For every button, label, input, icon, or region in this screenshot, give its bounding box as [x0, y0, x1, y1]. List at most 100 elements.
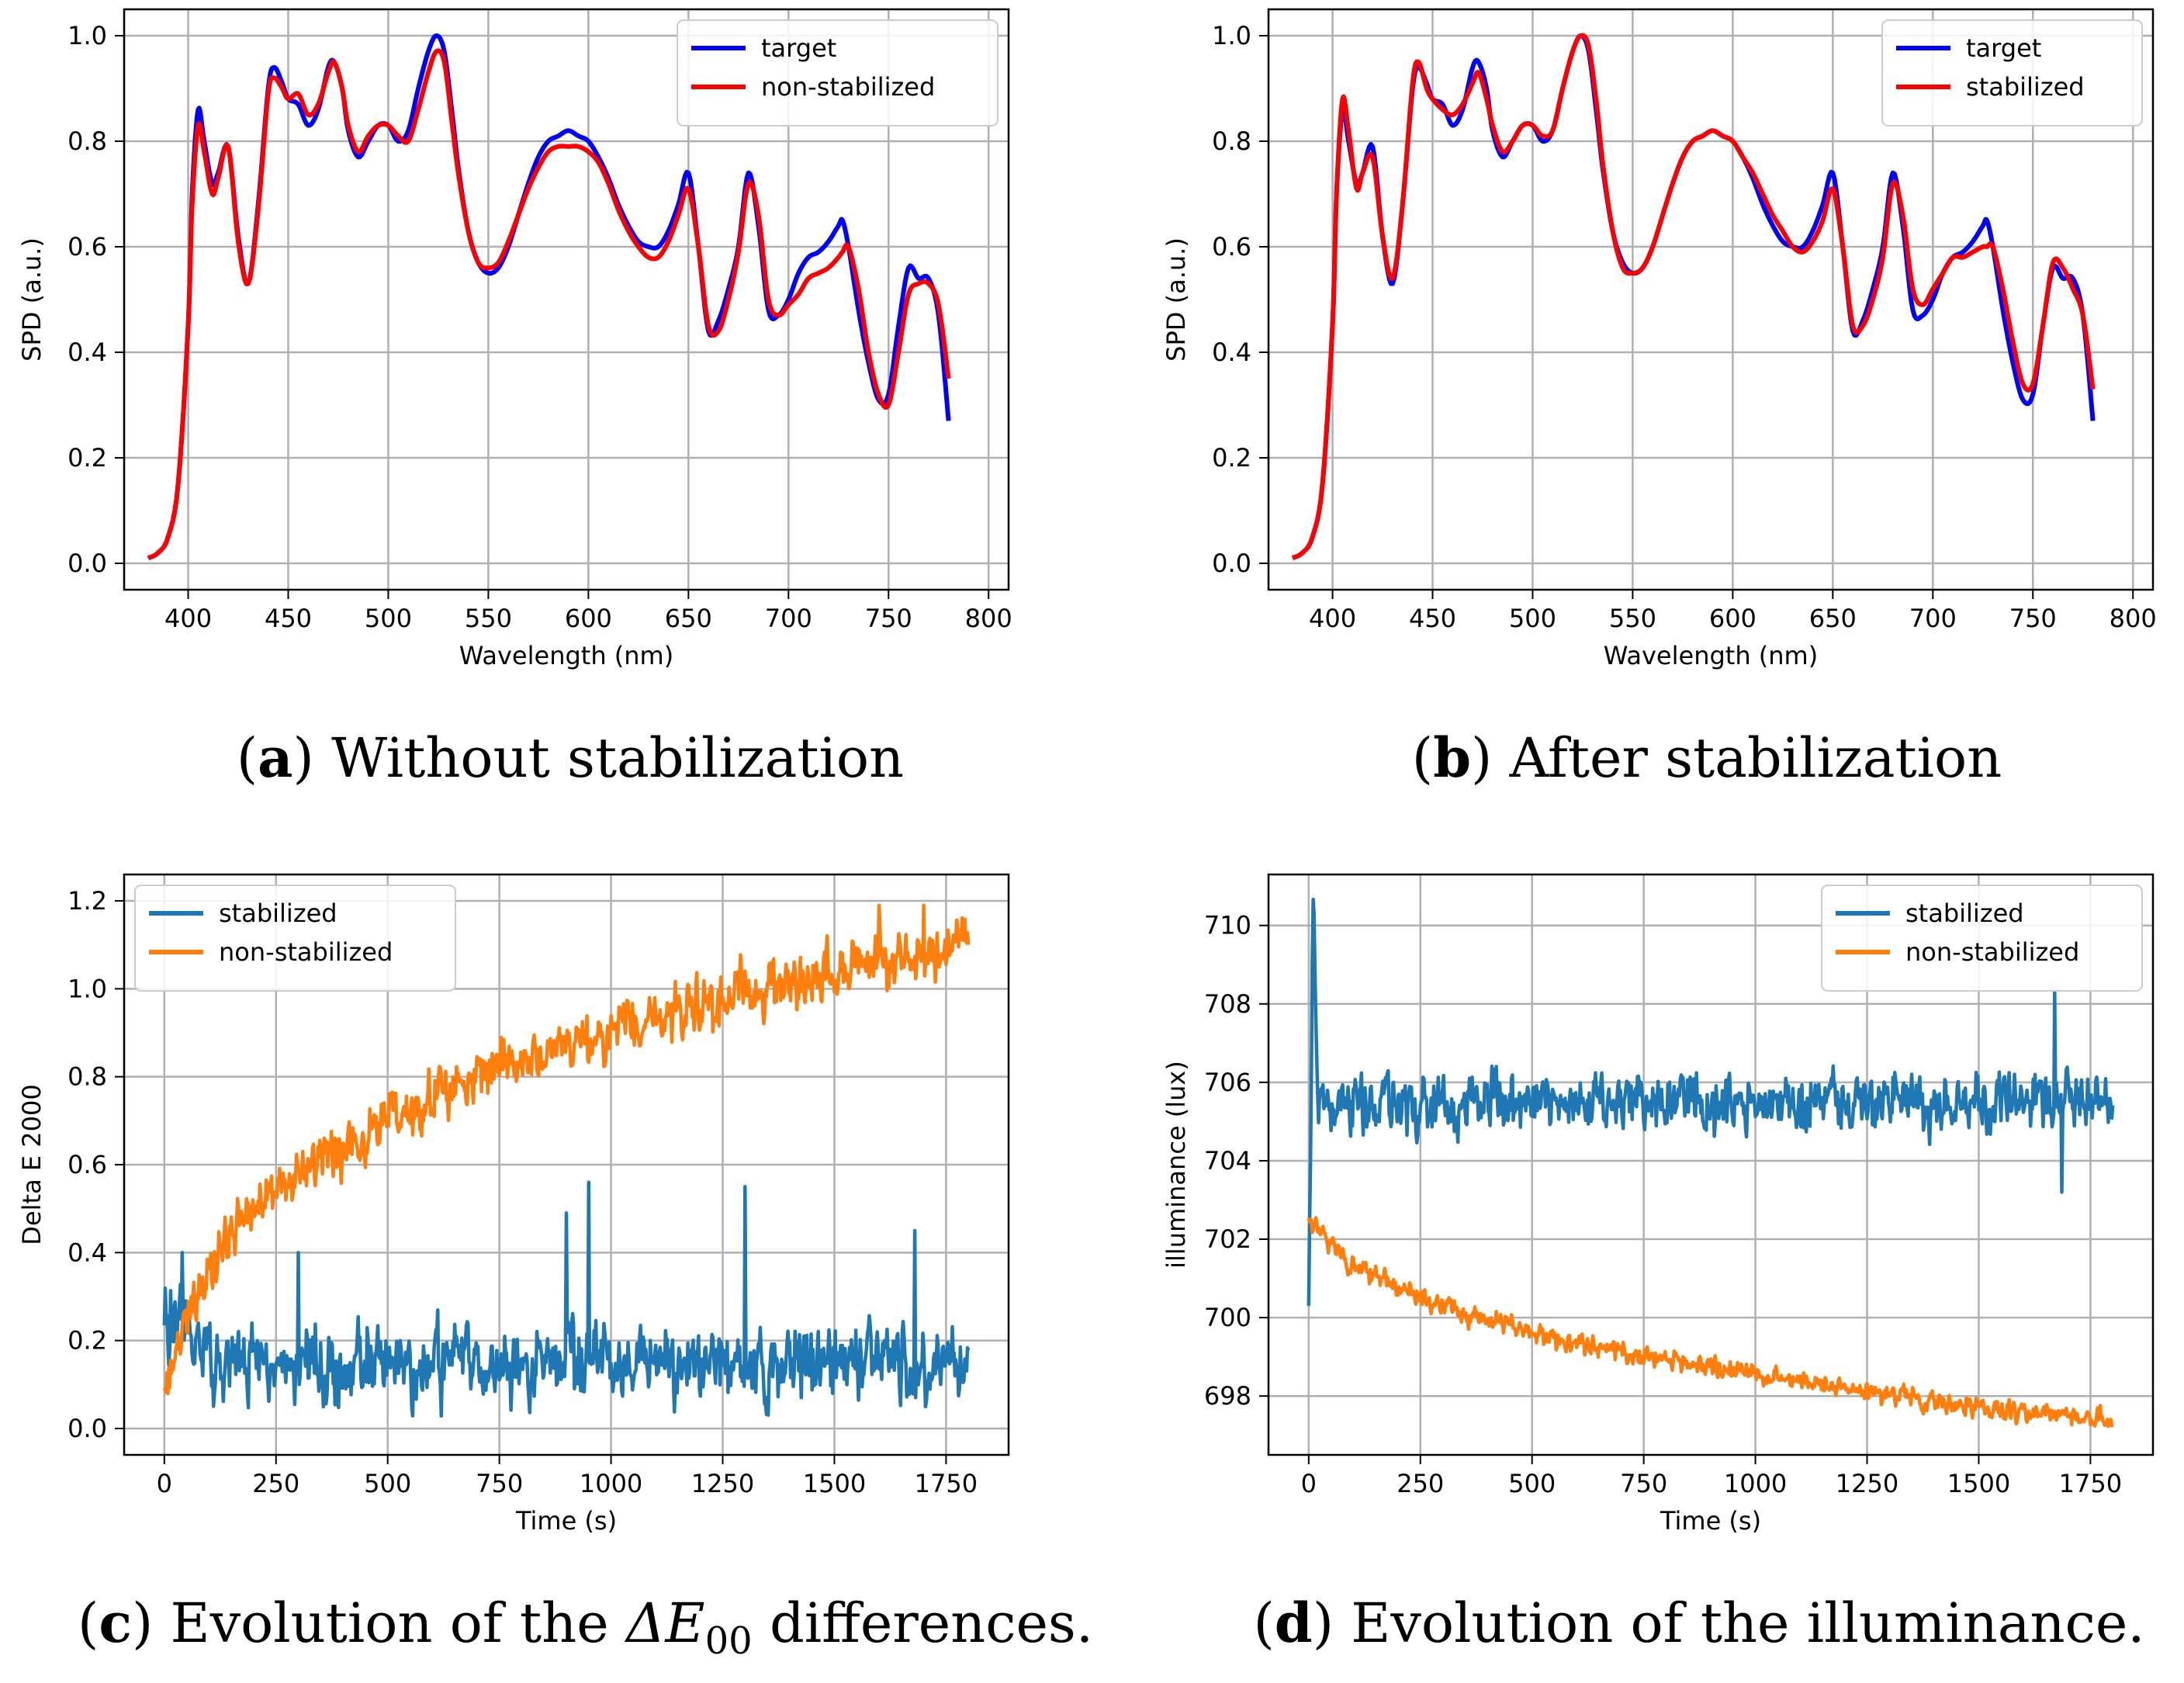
x-axis-label: Wavelength (nm) — [1604, 641, 1818, 670]
legend-entry-label: non-stabilized — [1905, 937, 2079, 967]
legend-box — [134, 885, 456, 992]
x-tick-label: 1500 — [803, 1469, 866, 1498]
y-tick-label: 1.0 — [67, 21, 107, 50]
x-tick-label: 700 — [765, 604, 812, 633]
x-tick-label: 750 — [476, 1469, 523, 1498]
y-tick-label: 710 — [1204, 911, 1251, 940]
grid-lines — [1269, 874, 2153, 1455]
x-tick-label: 600 — [565, 604, 612, 633]
x-tick-label: 500 — [364, 1469, 411, 1498]
x-tick-label: 450 — [1409, 604, 1456, 633]
x-tick-label: 0 — [1301, 1469, 1317, 1498]
y-tick-label: 0.2 — [67, 1326, 107, 1356]
y-tick-label: 1.0 — [1212, 21, 1251, 50]
legend-entry-label: target — [761, 33, 836, 63]
legend-entry-label: non-stabilized — [219, 937, 393, 967]
x-tick-label: 1250 — [691, 1469, 754, 1498]
plot-frame — [123, 873, 1010, 1456]
x-tick-label: 1000 — [580, 1469, 642, 1498]
x-tick-label: 600 — [1709, 604, 1757, 633]
delta-e-chart: 0 250 500 750 1000 1250 1500 1750 0.0 0.2 0.4 0.6 0.… — [17, 873, 1010, 1536]
x-axis-label: Time (s) — [515, 1506, 617, 1536]
y-tick-label: 0.0 — [1212, 549, 1251, 578]
y-tick-label: 702 — [1204, 1224, 1251, 1254]
y-tick-label: 698 — [1204, 1381, 1251, 1411]
y-tick-label: 0.0 — [67, 549, 107, 578]
y-axis-label: SPD (a.u.) — [17, 237, 47, 362]
caption-c: (c) Evolution of the ΔE00 differences. — [78, 1591, 1094, 1663]
y-tick-label: 0.8 — [67, 126, 107, 156]
illuminance-chart: 0 250 500 750 1000 1250 1500 1750 698 700 702 704 70… — [1161, 873, 2155, 1536]
legend-entry-label: target — [1966, 33, 2041, 63]
series-line-non-stabilized — [162, 903, 971, 1396]
x-tick-label: 650 — [1809, 604, 1857, 633]
y-tick-label: 0.4 — [67, 1238, 107, 1267]
x-tick-label: 250 — [1397, 1469, 1444, 1498]
chart-panel-b: 400 450 500 550 600 650 700 750 800 0.0 0.2 0.4 0.6 0… — [1144, 0, 2184, 683]
y-tick-label: 704 — [1204, 1146, 1251, 1176]
x-tick-label: 800 — [965, 604, 1012, 633]
plot-frame — [1267, 8, 2155, 591]
x-tick-label: 800 — [2110, 604, 2157, 633]
series-line-stabilized — [1291, 33, 2096, 560]
y-tick-label: 708 — [1204, 989, 1251, 1019]
x-axis-label: Wavelength (nm) — [459, 641, 673, 670]
x-tick-label: 750 — [865, 604, 912, 633]
y-tick-label: 0.6 — [1212, 232, 1251, 261]
series-group — [162, 903, 971, 1418]
chart-panel-a: 400 450 500 550 600 650 700 750 800 0.0 0.2 0.4 0.6 0… — [0, 0, 1071, 683]
x-tick-label: 500 — [365, 604, 412, 633]
y-tick-label: 0.8 — [1212, 126, 1251, 156]
y-tick-label: 1.2 — [67, 886, 107, 916]
x-axis-label: Time (s) — [1660, 1506, 1761, 1536]
x-tick-label: 1500 — [1947, 1469, 2010, 1498]
x-tick-label: 750 — [2009, 604, 2057, 633]
y-tick-label: 0.8 — [67, 1062, 107, 1092]
series-line-non-stabilized — [147, 48, 951, 560]
x-tick-label: 450 — [265, 604, 312, 633]
legend: stabilized non-stabilized — [1821, 885, 2143, 992]
spd-chart-after-stabilization: 400 450 500 550 600 650 700 750 800 0.0 0.2 0.4 0.6 0… — [1161, 8, 2157, 670]
series-line-non-stabilized — [1307, 1216, 2114, 1428]
series-group — [1291, 33, 2096, 560]
x-tick-label: 1750 — [2059, 1469, 2122, 1498]
series-line-stabilized — [162, 1180, 971, 1418]
caption-d: (d) Evolution of the illuminance. — [1253, 1591, 2145, 1655]
y-tick-label: 706 — [1204, 1068, 1251, 1097]
chart-panel-c: 0 250 500 750 1000 1250 1500 1750 0.0 0.2 0.4 0.6 0.… — [0, 865, 1071, 1548]
x-tick-label: 1250 — [1836, 1469, 1898, 1498]
x-tick-label: 550 — [465, 604, 512, 633]
x-tick-label: 700 — [1909, 604, 1957, 633]
y-tick-label: 0.0 — [67, 1414, 107, 1443]
x-tick-label: 750 — [1620, 1469, 1667, 1498]
legend-box — [677, 19, 999, 126]
y-tick-label: 0.2 — [67, 443, 107, 473]
plot-frame — [1267, 873, 2155, 1456]
x-tick-label: 500 — [1508, 1469, 1556, 1498]
spd-chart-without-stabilization: 400 450 500 550 600 650 700 750 800 0.0 0.2 0.4 0.6 0… — [17, 8, 1012, 670]
x-tick-label: 0 — [157, 1469, 172, 1498]
y-tick-label: 700 — [1204, 1303, 1251, 1332]
legend-entry-label: stabilized — [1966, 72, 2085, 102]
plot-frame — [123, 8, 1010, 591]
caption-a: (a) Without stabilization — [236, 725, 905, 790]
legend-entry-label: non-stabilized — [761, 72, 935, 102]
legend: target non-stabilized — [677, 19, 999, 126]
x-tick-label: 500 — [1509, 604, 1556, 633]
chart-panel-d: 0 250 500 750 1000 1250 1500 1750 698 700 702 704 70… — [1144, 865, 2184, 1548]
legend-box — [1821, 885, 2143, 992]
x-tick-label: 650 — [665, 604, 712, 633]
x-tick-label: 400 — [164, 604, 212, 633]
y-tick-label: 0.6 — [67, 1150, 107, 1179]
x-tick-label: 550 — [1609, 604, 1656, 633]
x-tick-label: 250 — [252, 1469, 299, 1498]
y-tick-label: 1.0 — [67, 974, 107, 1003]
y-tick-label: 0.6 — [67, 232, 107, 261]
series-group — [1307, 897, 2115, 1428]
y-axis-label: SPD (a.u.) — [1161, 237, 1191, 362]
y-axis-label: Delta E 2000 — [17, 1084, 47, 1245]
legend-entry-label: stabilized — [1905, 899, 2024, 928]
series-line-stabilized — [1307, 897, 2115, 1306]
y-tick-label: 0.4 — [1212, 338, 1251, 367]
legend-entry-label: stabilized — [219, 899, 337, 928]
